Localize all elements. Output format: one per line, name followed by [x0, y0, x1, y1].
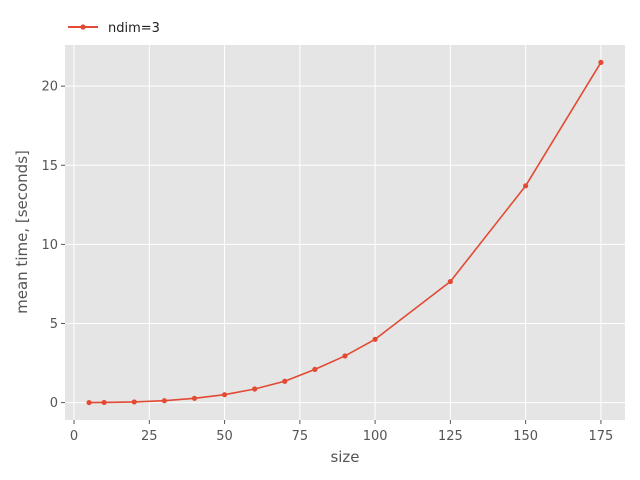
data-point: [252, 386, 258, 392]
x-tick-label: 75: [292, 429, 309, 444]
data-point: [161, 398, 167, 404]
grid-lines: [65, 45, 625, 420]
data-point: [86, 399, 92, 406]
data-point: [523, 183, 529, 189]
x-tick-label: 50: [216, 429, 233, 444]
x-tick-label: 0: [70, 429, 78, 444]
x-tick-label: 125: [438, 429, 463, 444]
x-tick-label: 175: [588, 429, 613, 444]
data-point: [282, 378, 288, 384]
legend-label-ndim-3: ndim=3: [108, 21, 160, 36]
legend-marker-swatch: [80, 24, 86, 30]
data-point: [191, 395, 198, 401]
y-tick-label: 5: [50, 317, 58, 332]
data-point: [101, 399, 107, 406]
data-point: [312, 366, 318, 372]
legend: ndim=3: [68, 21, 160, 36]
data-point: [598, 59, 604, 66]
x-tick-label: 100: [363, 429, 388, 444]
x-axis-label: size: [330, 448, 359, 466]
y-tick-label: 0: [50, 396, 58, 411]
data-point: [372, 336, 378, 342]
y-axis-label: mean time, [seconds]: [13, 150, 31, 314]
data-point: [342, 353, 348, 359]
y-tick-label: 10: [41, 238, 58, 253]
series-line-ndim-3: [89, 61, 602, 404]
series-layer: [86, 59, 604, 406]
y-tick-label: 15: [41, 159, 58, 174]
x-tick-label: 25: [141, 429, 158, 444]
axis-ticks: 0 25 50 75 100 125 150 175 0 5 10 15 20: [41, 80, 613, 444]
x-tick-label: 150: [513, 429, 538, 444]
y-tick-label: 20: [41, 80, 58, 95]
data-point: [447, 278, 453, 285]
data-point: [131, 399, 137, 405]
data-point: [221, 392, 228, 398]
